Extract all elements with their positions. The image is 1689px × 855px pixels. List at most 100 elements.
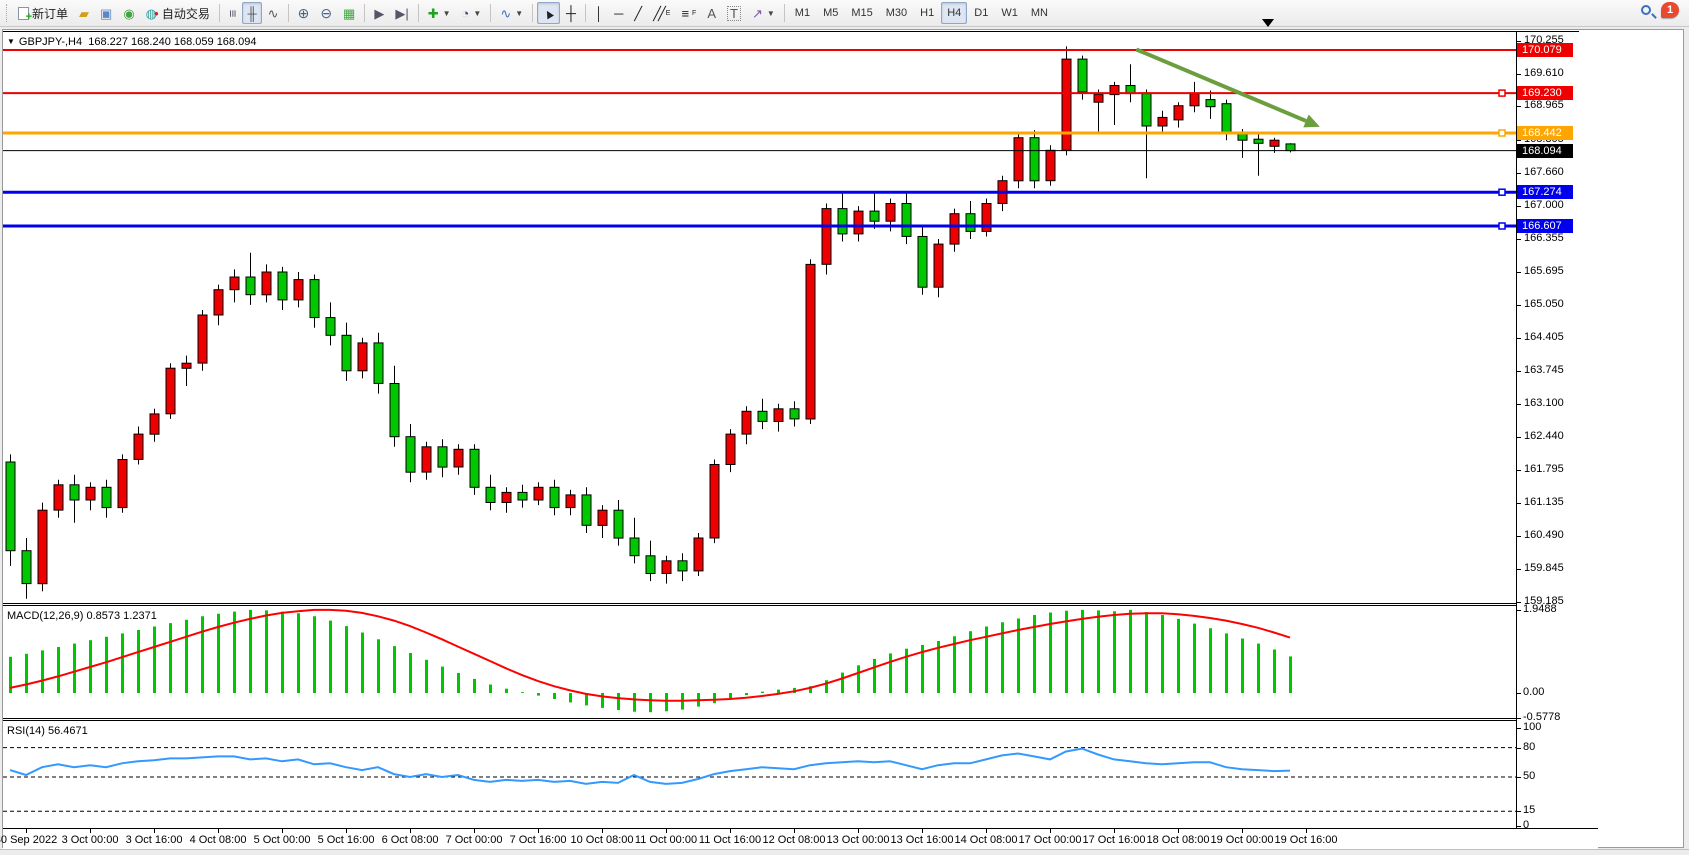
- bull-candle: [661, 560, 672, 574]
- chart-shift-button[interactable]: ▶|: [390, 2, 413, 24]
- macd-pane[interactable]: [3, 607, 1516, 718]
- timeframe-d1[interactable]: D1: [968, 2, 994, 24]
- crosshair-button[interactable]: ┼: [561, 2, 581, 24]
- bull-candle: [357, 342, 368, 372]
- periods-button[interactable]: ◔ ▼: [457, 2, 487, 24]
- fibonacci-button[interactable]: ≡ F: [676, 2, 701, 24]
- trendline-button[interactable]: ╱: [629, 2, 647, 24]
- vertical-line-button[interactable]: │: [590, 2, 608, 24]
- horizontal-line-button[interactable]: ─: [609, 2, 628, 24]
- time-label: 11 Oct 16:00: [698, 834, 762, 846]
- status-bar: [0, 849, 1689, 855]
- chart-shift-icon: ▶|: [395, 5, 409, 21]
- price-line-badge: 170.079: [1517, 43, 1573, 58]
- new-chart-button[interactable]: ✚ ▼: [423, 2, 456, 24]
- bear-candle: [21, 550, 32, 585]
- bear-candle: [917, 236, 928, 288]
- candlestick-button[interactable]: ╫: [242, 2, 262, 24]
- trend-arrow-line[interactable]: [1135, 47, 1307, 123]
- zoom-in-button[interactable]: ⊕: [293, 2, 315, 24]
- time-label: 7 Oct 00:00: [445, 834, 503, 846]
- bar-chart-button[interactable]: ≡: [224, 2, 242, 24]
- tile-windows-button[interactable]: ▦: [338, 2, 360, 24]
- bull-candle: [1109, 85, 1120, 96]
- bear-candle: [469, 448, 480, 488]
- bear-candle: [101, 486, 112, 509]
- bull-candle: [725, 433, 736, 466]
- line-chart-button[interactable]: ∿: [263, 2, 284, 24]
- new-order-button[interactable]: 新订单: [13, 2, 73, 24]
- bear-candle: [581, 494, 592, 526]
- bear-candle: [5, 461, 16, 552]
- rsi-pane[interactable]: [3, 722, 1516, 827]
- price-line-handle[interactable]: [1498, 222, 1506, 230]
- bull-candle: [213, 289, 224, 316]
- gold-bar-icon: ▰: [79, 5, 90, 21]
- timeframe-h1[interactable]: H1: [914, 2, 940, 24]
- bear-candle: [1221, 103, 1232, 133]
- time-tick: [730, 829, 731, 833]
- price-line-badge: 168.094: [1517, 143, 1573, 158]
- rsi-indicator-label: RSI(14) 56.4671: [7, 725, 88, 737]
- trendline-icon: ╱: [634, 5, 643, 21]
- bull-candle: [453, 448, 464, 468]
- cursor-button[interactable]: ▲: [537, 2, 561, 24]
- pane-splitter[interactable]: [3, 603, 1516, 606]
- search-icon[interactable]: [1641, 5, 1651, 15]
- toolbar-grip[interactable]: [6, 4, 10, 22]
- auto-scroll-icon: ▶: [374, 5, 385, 21]
- price-tick: 165.695: [1517, 265, 1564, 277]
- timeframe-m15[interactable]: M15: [845, 2, 878, 24]
- new-chart-icon: ✚: [427, 5, 439, 21]
- time-tick: [154, 829, 155, 833]
- main-price-pane[interactable]: [3, 33, 1516, 603]
- candles: [5, 46, 1296, 599]
- price-line-handle[interactable]: [1498, 129, 1506, 137]
- price-tick: 167.660: [1517, 166, 1564, 178]
- time-label: 10 Oct 08:00: [570, 834, 634, 846]
- time-tick: [922, 829, 923, 833]
- bull-candle: [53, 484, 64, 511]
- bear-candle: [517, 491, 528, 501]
- timeframe-h4[interactable]: H4: [941, 2, 968, 24]
- account-button[interactable]: ▣: [95, 2, 117, 24]
- timeframe-m1[interactable]: M1: [789, 2, 816, 24]
- price-line-handle[interactable]: [1498, 188, 1506, 196]
- auto-scroll-button[interactable]: ▶: [369, 2, 389, 24]
- arrows-button[interactable]: ↗ ▼: [747, 2, 780, 24]
- bear-candle: [309, 279, 320, 319]
- indicators-button[interactable]: ∿ ▼: [495, 2, 528, 24]
- cursor-icon: ▲: [539, 3, 558, 23]
- text-icon: A: [707, 5, 716, 21]
- pane-splitter[interactable]: [3, 718, 1516, 721]
- timeframe-w1[interactable]: W1: [995, 2, 1024, 24]
- price-tick: 159.845: [1517, 562, 1564, 574]
- channel-button[interactable]: ╱╱ E: [648, 2, 675, 24]
- notification-badge[interactable]: 1: [1661, 2, 1679, 18]
- time-label: 13 Oct 00:00: [826, 834, 890, 846]
- signals-button[interactable]: ◉: [118, 2, 139, 24]
- text-button[interactable]: A: [702, 2, 721, 24]
- auto-trading-button[interactable]: ◍ ● 自动交易: [141, 2, 215, 24]
- time-tick: [538, 829, 539, 833]
- horizontal-line-icon: ─: [614, 5, 624, 21]
- timeframe-mn[interactable]: MN: [1025, 2, 1054, 24]
- bear-candle: [69, 484, 80, 501]
- bear-candle: [677, 560, 688, 572]
- bull-candle: [501, 491, 512, 503]
- bear-candle: [1077, 58, 1088, 93]
- bull-candle: [181, 362, 192, 369]
- chart-title-collapse-icon[interactable]: ▼: [7, 37, 15, 46]
- bull-candle: [1061, 58, 1072, 151]
- bull-candle: [293, 279, 304, 301]
- text-label-button[interactable]: T: [722, 2, 746, 24]
- timeframe-m5[interactable]: M5: [817, 2, 844, 24]
- timeframe-m30[interactable]: M30: [880, 2, 913, 24]
- bull-candle: [197, 314, 208, 364]
- price-line-handle[interactable]: [1498, 89, 1506, 97]
- bull-candle: [933, 243, 944, 288]
- zoom-out-button[interactable]: ⊖: [315, 2, 337, 24]
- price-tick: 164.405: [1517, 331, 1564, 343]
- deposit-button[interactable]: ▰: [74, 2, 94, 24]
- channel-icon: ╱╱: [653, 5, 666, 21]
